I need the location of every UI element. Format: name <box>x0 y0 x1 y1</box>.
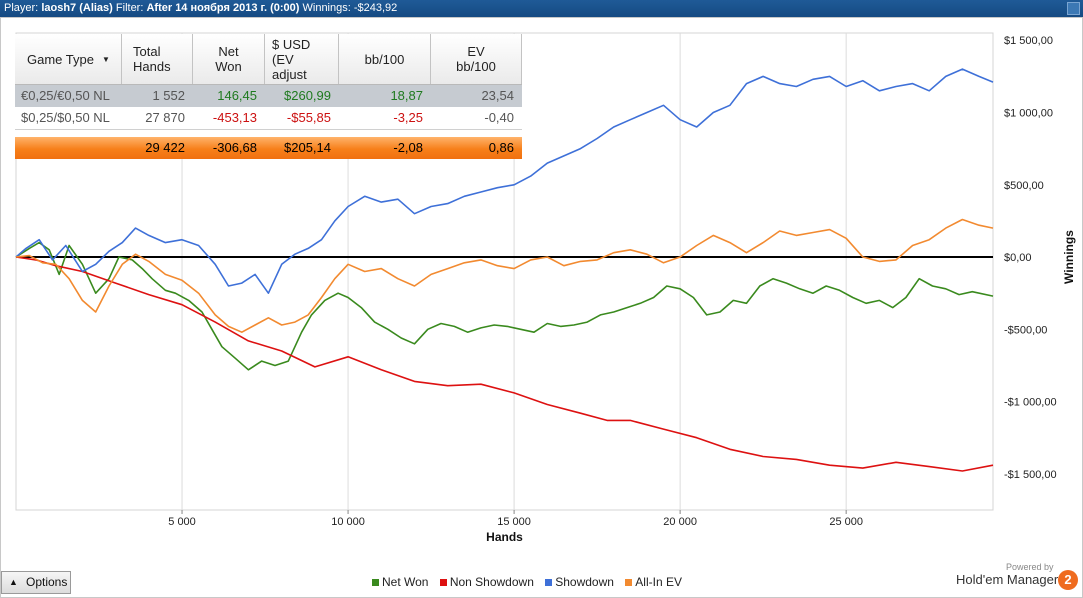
y-tick-label: $1 000,00 <box>1004 108 1053 120</box>
powered-by-text: Powered by <box>1006 562 1054 572</box>
x-tick-label: 5 000 <box>168 516 196 528</box>
total-ev-bb-100: 0,86 <box>488 140 514 155</box>
y-tick-label: $1 500,00 <box>1004 35 1053 47</box>
cell-game-type: $0,25/$0,50 NL <box>21 110 110 125</box>
totals-row: 29 422 -306,68 $205,14 -2,08 0,86 <box>15 137 522 159</box>
player-value: laosh7 (Alias) <box>41 2 113 14</box>
cell-bb-100: 18,87 <box>390 88 423 103</box>
header-usd-ev-label: $ USD (EV adjust <box>272 36 311 82</box>
header-net-won[interactable]: Net Won <box>193 34 265 84</box>
header-bb-100-label: bb/100 <box>364 51 405 67</box>
series-line-net-won <box>15 241 994 371</box>
legend-label: All-In EV <box>635 575 682 589</box>
y-tick-label: -$1 500,00 <box>1004 469 1057 481</box>
table-row[interactable]: €0,25/€0,50 NL 1 552 146,45 $260,99 18,8… <box>15 85 522 107</box>
total-net-won: -306,68 <box>212 140 257 155</box>
series-line-showdown <box>15 68 994 295</box>
legend-item-all-in-ev[interactable]: All-In EV <box>625 575 682 589</box>
legend-swatch <box>545 579 553 586</box>
cell-usd-ev: $260,99 <box>284 88 331 103</box>
header-total-hands[interactable]: Total Hands <box>122 34 193 84</box>
table-row[interactable]: $0,25/$0,50 NL 27 870 -453,13 -$55,85 -3… <box>15 107 522 130</box>
player-label: Player: <box>4 2 39 14</box>
cell-bb-100: -3,25 <box>393 110 423 125</box>
legend-swatch <box>439 579 447 586</box>
y-axis-label: Winnings <box>1062 230 1076 284</box>
window-corner-button[interactable] <box>1067 2 1080 15</box>
winnings-label: Winnings: <box>302 2 351 14</box>
x-axis-label: Hands <box>486 530 523 544</box>
cell-ev-bb-100: -0,40 <box>484 110 514 125</box>
sort-dropdown-icon[interactable]: ▼ <box>101 54 110 64</box>
total-hands: 29 422 <box>145 140 185 155</box>
series-line-all-in-ev <box>15 218 994 334</box>
cell-net-won: -453,13 <box>212 110 257 125</box>
winnings-value: -$243,92 <box>353 2 398 14</box>
legend-swatch <box>625 579 633 586</box>
legend-item-showdown[interactable]: Showdown <box>545 575 614 589</box>
cell-game-type: €0,25/€0,50 NL <box>21 88 110 103</box>
title-text: Player: laosh7 (Alias) Filter: After 14 … <box>4 0 397 17</box>
total-usd-ev: $205,14 <box>284 140 331 155</box>
x-tick-label: 20 000 <box>663 516 697 528</box>
header-bb-100[interactable]: bb/100 <box>339 34 431 84</box>
header-ev-bb-100-label: EV bb/100 <box>456 44 496 74</box>
legend-label: Showdown <box>555 575 614 589</box>
table-gap <box>15 130 522 137</box>
options-button[interactable]: ▲ Options <box>1 571 71 594</box>
header-game-type[interactable]: Game Type ▼ <box>15 34 122 84</box>
filter-value: After 14 ноября 2013 г. (0:00) <box>146 2 300 14</box>
stats-table-header: Game Type ▼ Total Hands Net Won $ USD (E… <box>15 34 522 85</box>
chart-legend: Net Won Non Showdown Showdown All-In EV <box>372 575 690 589</box>
header-usd-ev[interactable]: $ USD (EV adjust <box>265 34 339 84</box>
series-line-non-showdown <box>15 256 994 472</box>
x-tick-label: 10 000 <box>331 516 365 528</box>
cell-net-won: 146,45 <box>217 88 257 103</box>
hm2-logo-icon: 2 <box>1058 570 1078 590</box>
legend-label: Net Won <box>382 575 429 589</box>
legend-swatch <box>372 579 379 586</box>
cell-usd-ev: -$55,85 <box>286 110 331 125</box>
filter-label: Filter: <box>115 2 144 14</box>
header-total-hands-label: Total Hands <box>133 44 171 74</box>
total-bb-100: -2,08 <box>393 140 423 155</box>
cell-total-hands: 27 870 <box>145 110 185 125</box>
y-tick-label: -$1 000,00 <box>1004 397 1057 409</box>
y-tick-label: $500,00 <box>1004 180 1044 192</box>
legend-item-net-won[interactable]: Net Won <box>372 575 428 589</box>
cell-ev-bb-100: 23,54 <box>481 88 514 103</box>
options-label: Options <box>26 575 68 589</box>
x-tick-label: 25 000 <box>829 516 863 528</box>
y-tick-label: $0,00 <box>1004 252 1032 264</box>
brand-name: Hold'em Manager <box>956 572 1059 587</box>
caret-up-icon: ▲ <box>9 577 18 587</box>
cell-total-hands: 1 552 <box>152 88 185 103</box>
header-net-won-label: Net Won <box>215 44 242 74</box>
title-bar: Player: laosh7 (Alias) Filter: After 14 … <box>0 0 1083 17</box>
y-tick-label: -$500,00 <box>1004 324 1047 336</box>
header-game-type-label: Game Type <box>27 51 94 67</box>
header-ev-bb-100[interactable]: EV bb/100 <box>431 34 522 84</box>
legend-label: Non Showdown <box>449 575 534 589</box>
brand-logo: Powered by Hold'em Manager 2 <box>956 562 1080 596</box>
legend-item-non-showdown[interactable]: Non Showdown <box>439 575 534 589</box>
stats-table: Game Type ▼ Total Hands Net Won $ USD (E… <box>15 34 522 159</box>
x-tick-label: 15 000 <box>497 516 531 528</box>
